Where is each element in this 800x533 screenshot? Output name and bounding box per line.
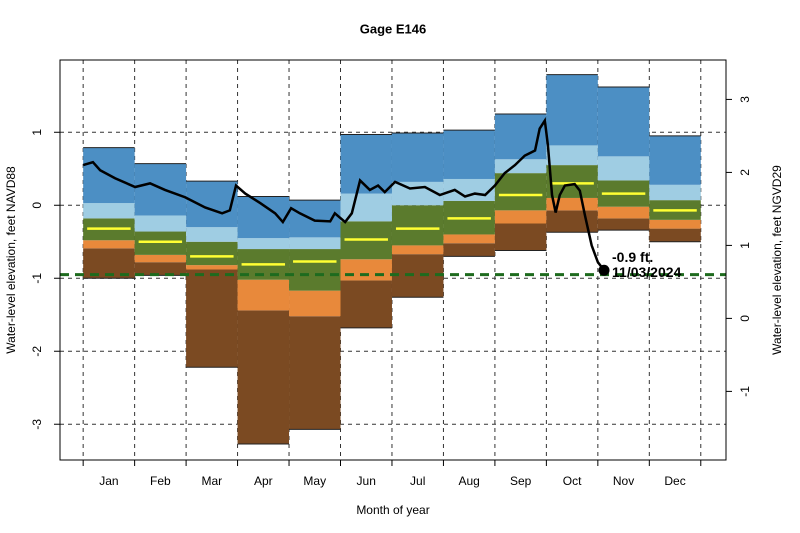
- percentile-band: [186, 181, 238, 228]
- x-tick-label: Mar: [201, 474, 222, 488]
- percentile-band: [134, 163, 187, 216]
- annotation: 11/03/2024: [612, 264, 682, 280]
- percentile-band: [391, 254, 444, 298]
- percentile-band: [237, 238, 290, 250]
- percentile-band: [134, 231, 187, 255]
- percentile-band: [289, 237, 341, 250]
- x-tick-label: Nov: [613, 474, 634, 488]
- x-tick-label: May: [303, 474, 326, 488]
- percentile-band: [237, 279, 290, 311]
- percentile-band: [391, 205, 444, 246]
- percentile-band: [134, 215, 187, 232]
- percentile-band: [83, 240, 135, 249]
- percentile-band: [186, 227, 238, 242]
- y-tick-label: -3: [30, 419, 44, 430]
- annotation: -0.9 ft.: [612, 249, 653, 265]
- y2-axis-label: Water-level elevation, feet NGVD29: [770, 165, 784, 355]
- percentile-band: [186, 269, 238, 368]
- percentile-band: [494, 173, 547, 211]
- current-line: [82, 116, 606, 271]
- y2-tick-label: -1: [738, 386, 752, 397]
- x-tick-label: Sep: [510, 474, 532, 488]
- x-tick-label: Feb: [150, 474, 171, 488]
- percentile-band: [340, 134, 392, 194]
- x-tick-label: Aug: [458, 474, 479, 488]
- percentile-band: [649, 228, 701, 242]
- x-tick-label: Jan: [99, 474, 118, 488]
- percentile-band: [237, 310, 290, 444]
- current-point: [598, 264, 610, 276]
- percentile-band: [340, 259, 392, 281]
- x-tick-label: Jun: [357, 474, 376, 488]
- y-tick-label: -1: [30, 273, 44, 284]
- y2-tick-label: 1: [738, 242, 752, 249]
- plot-frame: [59, 59, 727, 461]
- percentile-band: [186, 241, 238, 266]
- percentile-band: [83, 203, 135, 219]
- percentile-band: [391, 132, 444, 182]
- percentile-band: [443, 234, 495, 244]
- x-tick-label: Jul: [410, 474, 425, 488]
- y-tick-label: -2: [30, 346, 44, 357]
- percentile-band: [443, 243, 495, 257]
- percentile-band: [546, 74, 598, 146]
- percentile-band: [289, 316, 341, 430]
- percentile-band: [134, 254, 187, 263]
- percentile-band: [391, 181, 444, 206]
- percentile-band: [340, 280, 392, 328]
- percentile-band: [289, 249, 341, 291]
- percentile-band: [289, 290, 341, 317]
- y-tick-label: 1: [30, 129, 44, 136]
- percentile-band: [546, 165, 598, 198]
- percentile-band: [237, 196, 290, 239]
- x-axis-label: Month of year: [356, 503, 429, 517]
- y-tick-label: 0: [30, 202, 44, 209]
- percentile-band: [186, 265, 238, 270]
- percentile-band: [649, 184, 701, 201]
- percentile-band: [494, 223, 547, 251]
- y2-tick-label: 0: [738, 315, 752, 322]
- percentile-band: [649, 219, 701, 229]
- x-tick-label: Apr: [254, 474, 273, 488]
- percentile-band: [597, 156, 650, 181]
- chart-title: Gage E146: [360, 21, 427, 36]
- x-tick-label: Dec: [664, 474, 685, 488]
- x-tick-label: Oct: [563, 474, 582, 488]
- percentile-band: [597, 218, 650, 231]
- y-axis-label: Water-level elevation, feet NAVD88: [4, 166, 18, 354]
- percentile-band: [546, 145, 598, 166]
- percentile-band: [597, 87, 650, 157]
- percentile-band: [443, 130, 495, 179]
- y2-tick-label: 2: [738, 169, 752, 176]
- percentile-band: [494, 210, 547, 224]
- percentile-band: [649, 135, 701, 185]
- percentile-band: [597, 206, 650, 219]
- y2-tick-label: 3: [738, 96, 752, 103]
- percentile-band: [546, 210, 598, 233]
- percentile-band: [391, 245, 444, 255]
- percentile-band: [134, 262, 187, 276]
